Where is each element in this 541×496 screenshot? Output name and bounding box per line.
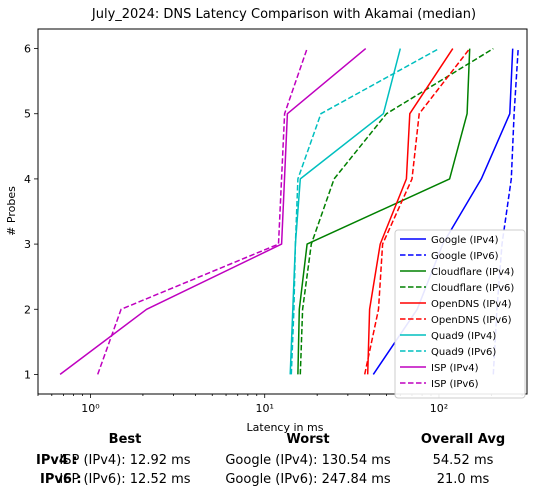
series-line-quad9-ipv4 [289, 48, 402, 375]
legend-label: ISP (IPv6) [431, 379, 479, 390]
legend-label: Cloudflare (IPv6) [431, 283, 514, 294]
legend-label: Cloudflare (IPv4) [431, 267, 514, 278]
series-line-opendns-ipv4 [366, 48, 454, 375]
y-tick-label: 1 [24, 368, 31, 381]
chart-title: July_2024: DNS Latency Comparison with A… [91, 7, 476, 22]
series-line-isp-ipv4 [59, 48, 367, 375]
legend-label: OpenDNS (IPv6) [431, 315, 512, 326]
plot-area-frame [37, 28, 528, 395]
x-axis-label: Latency in ms [247, 421, 324, 434]
series-line-opendns-ipv6 [363, 48, 471, 375]
series-line-isp-ipv6 [96, 48, 308, 375]
x-tick-label: 10¹ [256, 402, 274, 415]
legend-label: Quad9 (IPv6) [431, 347, 496, 358]
series-line-quad9-ipv6 [290, 47, 440, 375]
y-tick-label: 5 [24, 108, 31, 121]
x-tick-label: 10² [430, 402, 448, 415]
y-tick-label: 6 [24, 43, 31, 56]
legend-label: Google (IPv4) [431, 235, 499, 246]
series-line-cloudflare-ipv6 [299, 47, 494, 375]
y-tick-label: 4 [24, 173, 31, 186]
series-line-google-ipv6 [492, 48, 519, 375]
y-tick-label: 3 [24, 238, 31, 251]
legend: Google (IPv4) Google (IPv6) Cloudflare (IP… [394, 229, 526, 399]
legend-label: OpenDNS (IPv4) [431, 299, 512, 310]
legend-label: ISP (IPv4) [431, 363, 479, 374]
y-tick-label: 2 [24, 303, 31, 316]
legend-box [394, 229, 526, 399]
series-lines [59, 47, 519, 375]
legend-label: Quad9 (IPv4) [431, 331, 496, 342]
series-line-cloudflare-ipv4 [297, 48, 471, 375]
legend-label: Google (IPv6) [431, 251, 499, 262]
y-axis-label: # Probes [5, 186, 18, 236]
x-tick-label: 10⁰ [81, 402, 100, 415]
